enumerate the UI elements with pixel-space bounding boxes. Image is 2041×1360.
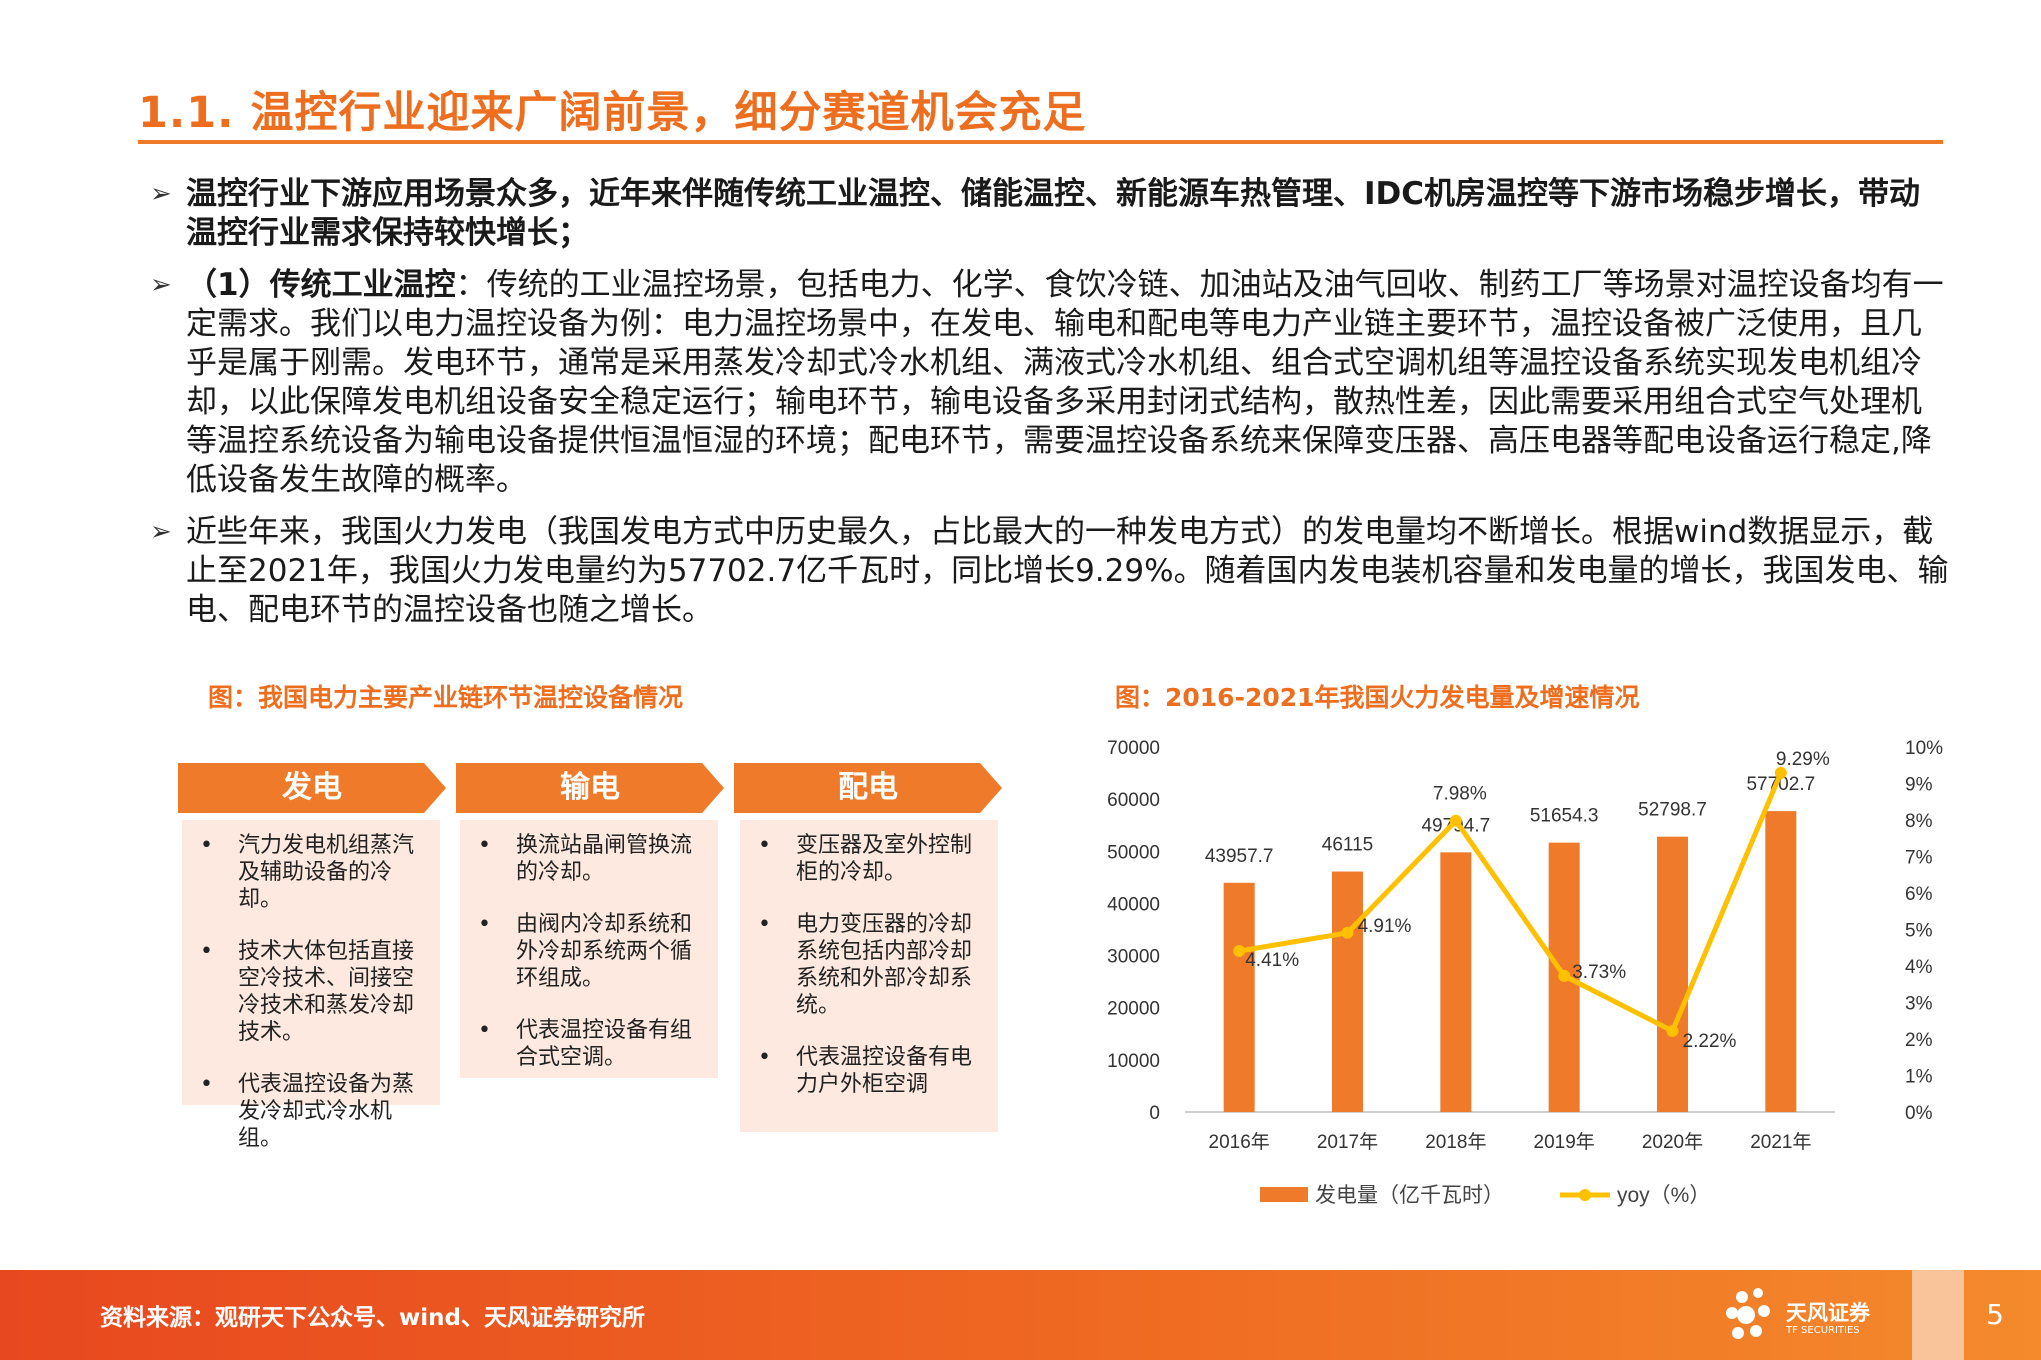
bullet-lead: （1）传统工业温控 (186, 267, 456, 303)
power-generation-chart: 0 10000 20000 30000 40000 50000 60000 70000 0% 1%… (1107, 738, 1943, 1207)
chevron-header-distribution: 配电 (734, 763, 1002, 813)
list-item: • 换流站晶闸管换流的冷却。 (478, 833, 693, 885)
left-axis-tick-label: 50000 (1107, 842, 1160, 863)
right-axis-tick-label: 6% (1905, 884, 1933, 905)
yoy-value-label: 2.22% (1683, 1031, 1737, 1052)
bullet-dot-icon: • (758, 833, 771, 858)
list-item: • 代表温控设备有电力户外柜空调 (758, 1045, 973, 1097)
list-item: • 代表温控设备有组合式空调。 (478, 1018, 693, 1070)
yoy-point (1341, 926, 1354, 939)
yoy-point (1449, 814, 1462, 827)
page-number: 5 (1986, 1298, 2004, 1331)
arrow-bullet-icon: ➢ (150, 179, 172, 209)
yoy-value-label: 4.41% (1245, 950, 1299, 971)
list-item: • 由阀内冷却系统和外冷却系统两个循环组成。 (478, 912, 693, 991)
bar (1765, 811, 1797, 1112)
tf-securities-logo-icon (1726, 1288, 1770, 1339)
bullet-list: ➢ 温控行业下游应用场景众多，近年来伴随传统工业温控、储能温控、新能源车热管理、… (150, 175, 1950, 643)
legend-line-marker (1579, 1189, 1591, 1201)
yoy-value-label: 3.73% (1572, 962, 1626, 983)
footer-bar (0, 1270, 2041, 1360)
right-figure-caption: 图：2016-2021年我国火力发电量及增速情况 (1115, 683, 1640, 712)
x-axis-tick-label: 2018年 (1425, 1131, 1486, 1153)
arrow-bullet-icon: ➢ (150, 270, 172, 300)
left-axis-tick-label: 0 (1149, 1103, 1160, 1124)
bullet-dot-icon: • (478, 833, 491, 858)
bar (1440, 852, 1472, 1112)
list-item: • 电力变压器的冷却系统包括内部冷却系统和外部冷却系统。 (758, 912, 973, 1018)
title-divider (138, 140, 1943, 144)
legend-bar-label: 发电量（亿千瓦时） (1315, 1184, 1504, 1207)
right-axis-tick-label: 9% (1905, 775, 1933, 796)
list-item: • 变压器及室外控制柜的冷却。 (758, 833, 973, 885)
logo-subtext: TF SECURITIES (1786, 1325, 1860, 1336)
generation-box: • 汽力发电机组蒸汽及辅助设备的冷却。 • 技术大体包括直接空冷技术、间接空冷技术和… (182, 820, 440, 1151)
bullet-item: ➢ 温控行业下游应用场景众多，近年来伴随传统工业温控、储能温控、新能源车热管理、… (150, 175, 1950, 253)
bullet-item: ➢ （1）传统工业温控：传统的工业温控场景，包括电力、化学、食饮冷链、加油站及油… (150, 266, 1950, 500)
bar (1332, 871, 1363, 1112)
bullet-dot-icon: • (200, 1072, 213, 1097)
bullet-dot-icon: • (200, 939, 213, 964)
right-axis-tick-label: 3% (1905, 994, 1933, 1015)
bar (1223, 882, 1255, 1112)
footer-source: 资料来源：观研天下公众号、wind、天风证券研究所 (100, 1305, 645, 1331)
bullet-text: ：传统的工业温控场景，包括电力、化学、食饮冷链、加油站及油气回收、制药工厂等场景… (186, 267, 1944, 498)
bar-value-label: 46115 (1322, 835, 1373, 856)
left-axis-tick-label: 20000 (1107, 999, 1160, 1020)
bar-value-label: 51654.3 (1530, 806, 1599, 827)
yoy-value-label: 7.98% (1433, 784, 1487, 805)
right-axis-tick-label: 10% (1905, 738, 1943, 759)
left-axis-tick-label: 30000 (1107, 947, 1160, 968)
legend-bar-swatch (1260, 1187, 1308, 1202)
left-axis-tick-label: 70000 (1107, 738, 1160, 759)
right-axis-tick-label: 8% (1905, 811, 1933, 832)
chevron-header-generation: 发电 (178, 763, 446, 813)
yoy-point (1774, 766, 1787, 779)
list-item: • 汽力发电机组蒸汽及辅助设备的冷却。 (200, 833, 415, 912)
x-axis-tick-label: 2021年 (1750, 1131, 1811, 1153)
bullet-dot-icon: • (200, 833, 213, 858)
bar-value-label: 52798.7 (1638, 800, 1707, 821)
distribution-box: • 变压器及室外控制柜的冷却。 • 电力变压器的冷却系统包括内部冷却系统和外部冷却系… (740, 820, 998, 1132)
right-axis-tick-label: 5% (1905, 921, 1933, 942)
right-axis-tick-label: 7% (1905, 848, 1933, 869)
bullet-dot-icon: • (758, 1045, 771, 1070)
bar (1657, 836, 1688, 1112)
list-item: • 代表温控设备为蒸发冷却式冷水机组。 (200, 1072, 415, 1151)
right-axis-tick-label: 4% (1905, 957, 1933, 978)
right-axis-tick-label: 0% (1905, 1103, 1933, 1124)
bullet-dot-icon: • (758, 912, 771, 937)
bullet-dot-icon: • (478, 912, 491, 937)
left-axis-tick-label: 60000 (1107, 790, 1160, 811)
x-axis-tick-label: 2016年 (1209, 1131, 1270, 1153)
bullet-text: 温控行业下游应用场景众多，近年来伴随传统工业温控、储能温控、新能源车热管理、ID… (186, 176, 1921, 251)
left-axis-tick-label: 10000 (1107, 1051, 1160, 1072)
yoy-point (1233, 945, 1246, 958)
page-number-tab (1912, 1270, 1964, 1360)
legend-line-label: yoy（%） (1617, 1184, 1710, 1207)
yoy-value-label: 9.29% (1776, 749, 1830, 770)
left-axis-tick-label: 40000 (1107, 894, 1160, 915)
chevron-header-transmission: 输电 (456, 763, 724, 813)
right-axis-tick-label: 2% (1905, 1030, 1933, 1051)
logo-text: 天风证券 (1786, 1301, 1870, 1325)
bullet-dot-icon: • (478, 1018, 491, 1043)
list-item: • 技术大体包括直接空冷技术、间接空冷技术和蒸发冷却技术。 (200, 939, 415, 1045)
yoy-line (1238, 771, 1784, 1034)
left-figure-caption: 图：我国电力主要产业链环节温控设备情况 (208, 683, 684, 712)
yoy-point (1558, 969, 1571, 982)
yoy-point (1666, 1024, 1679, 1037)
page-title: 1.1. 温控行业迎来广阔前景，细分赛道机会充足 (138, 88, 1087, 138)
right-axis-tick-label: 1% (1905, 1067, 1933, 1088)
bullet-item: ➢ 近些年来，我国火力发电（我国发电方式中历史最久，占比最大的一种发电方式）的发… (150, 513, 1950, 630)
arrow-bullet-icon: ➢ (150, 517, 172, 547)
x-axis-tick-label: 2020年 (1642, 1131, 1703, 1153)
x-axis-tick-label: 2017年 (1317, 1131, 1378, 1153)
yoy-value-label: 4.91% (1358, 916, 1412, 937)
bullet-text: 近些年来，我国火力发电（我国发电方式中历史最久，占比最大的一种发电方式）的发电量… (186, 514, 1949, 628)
transmission-box: • 换流站晶闸管换流的冷却。 • 由阀内冷却系统和外冷却系统两个循环组成。 • 代表温… (460, 820, 718, 1078)
bar-value-label: 43957.7 (1205, 846, 1274, 867)
bar-value-label: 57702.7 (1746, 774, 1815, 795)
x-axis-tick-label: 2019年 (1534, 1131, 1595, 1153)
